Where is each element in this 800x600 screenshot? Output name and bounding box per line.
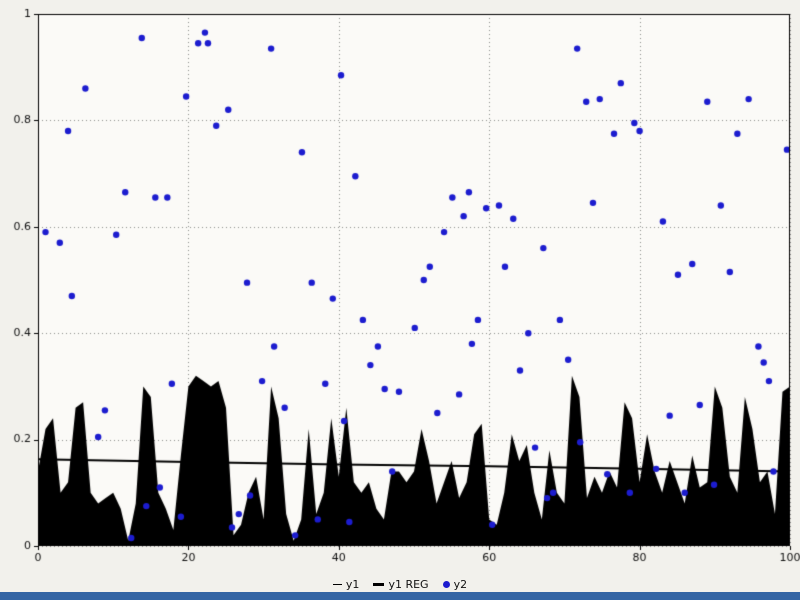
chart-canvas bbox=[0, 0, 800, 575]
y2-dot-sample-icon bbox=[442, 580, 450, 588]
y1-reg-line-sample-icon bbox=[373, 582, 385, 586]
legend-label-y2: y2 bbox=[453, 577, 468, 591]
legend-label-y1: y1 bbox=[345, 577, 360, 591]
legend-item-y1-reg: y1 REG bbox=[373, 577, 429, 591]
y1-line-sample-icon bbox=[332, 583, 342, 585]
legend-label-y1-reg: y1 REG bbox=[388, 577, 429, 591]
window-bottom-strip bbox=[0, 592, 800, 600]
legend-item-y1: y1 bbox=[332, 577, 360, 591]
legend-item-y2: y2 bbox=[442, 577, 468, 591]
chart-legend: y1 y1 REG y2 bbox=[0, 576, 800, 592]
